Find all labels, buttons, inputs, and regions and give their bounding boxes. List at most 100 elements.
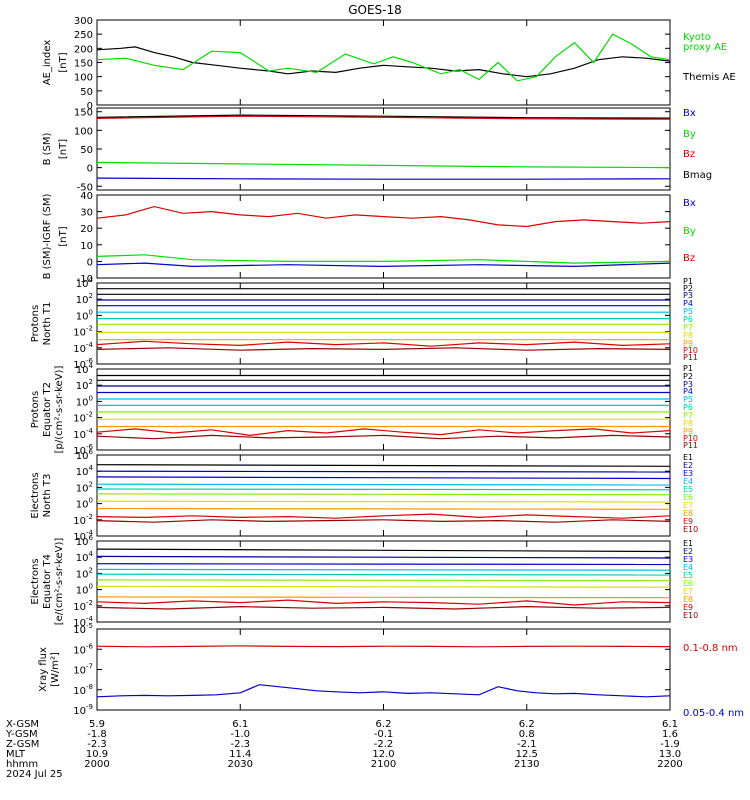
- x-axis-row-label: hhmm: [6, 759, 38, 770]
- series-line-e2: [96, 470, 671, 473]
- x-axis-row-label: Z-GSM: [6, 739, 39, 750]
- x-axis-value: 6.2: [376, 719, 392, 730]
- x-axis-value: 11.4: [229, 749, 251, 760]
- x-axis-value: -2.2: [374, 739, 394, 750]
- y-tick-label: 250: [74, 30, 93, 41]
- x-axis-value: 2000: [84, 759, 109, 770]
- panel-8: 10-5 10-6 10-7 10-8 10-9 Xray flux [W/m²] 0.1-0…: [38, 622, 744, 719]
- series-line-e3: [96, 563, 671, 566]
- series-line-bmag: [96, 114, 671, 119]
- y-tick-label: -10: [77, 274, 93, 285]
- series-line-e10: [96, 605, 671, 610]
- series-line-e5: [96, 573, 671, 576]
- y-tick-label: 102: [76, 292, 93, 306]
- y-axis-label: [e/(cm²-s-sr-keV)]: [54, 538, 65, 626]
- series-line-0-1-0-8-nm: [96, 645, 671, 648]
- series-line-e1: [96, 548, 671, 553]
- x-axis-value: -2.3: [230, 739, 250, 750]
- y-tick-label: 102: [76, 378, 93, 392]
- y-tick-label: 10-6: [73, 357, 93, 371]
- series-line-e7: [96, 585, 671, 588]
- y-tick-label: 106: [76, 534, 94, 548]
- series-line-kyoto-proxy-ae: [96, 33, 671, 82]
- y-tick-label: 200: [74, 44, 93, 55]
- y-tick-label: 30: [80, 208, 93, 219]
- y-tick-label: 100: [76, 394, 93, 408]
- y-tick-label: -50: [77, 182, 93, 193]
- y-tick-label: 102: [76, 566, 93, 580]
- legend-label: P6: [683, 315, 693, 324]
- x-axis-row-label: X-GSM: [6, 719, 39, 730]
- y-tick-label: 104: [76, 362, 94, 376]
- x-axis-value: 6.1: [232, 719, 248, 730]
- x-axis-value: -1.9: [660, 739, 680, 750]
- y-tick-label: 50: [80, 87, 93, 98]
- series-line-p10: [96, 428, 671, 437]
- y-axis-label: North T3: [42, 474, 53, 518]
- legend-label: E1: [683, 453, 693, 462]
- y-axis-label: [W/m²]: [50, 652, 61, 687]
- series-line-by: [96, 161, 671, 169]
- legend-label: E6: [683, 493, 693, 502]
- y-tick-label: 106: [76, 448, 94, 462]
- legend-label: E8: [683, 595, 693, 604]
- series-line-p11: [96, 434, 671, 440]
- legend-label: E4: [683, 563, 693, 572]
- legend-label: E9: [683, 517, 693, 526]
- y-tick-label: 10-2: [73, 325, 93, 339]
- panel-7: 106 104 102 100 10-2 10-4 Electrons Equator T4[…: [30, 534, 698, 629]
- legend-label: P9: [683, 427, 693, 436]
- legend-label: E8: [683, 509, 693, 518]
- x-axis-value: -1.8: [87, 729, 107, 740]
- y-axis-label: [nT]: [58, 139, 69, 159]
- legend-label: E7: [683, 587, 693, 596]
- legend-label: proxy AE: [683, 42, 727, 53]
- x-axis-value: 2130: [514, 759, 539, 770]
- series-line-p10: [96, 340, 671, 347]
- x-axis-value: -0.1: [374, 729, 394, 740]
- x-axis-value: 0.8: [519, 729, 535, 740]
- x-axis-value: -2.3: [87, 739, 107, 750]
- x-axis-row-label: Y-GSM: [5, 729, 38, 740]
- y-tick-label: 100: [76, 308, 93, 322]
- legend-label: P7: [683, 411, 693, 420]
- y-tick-label: 150: [74, 59, 93, 70]
- y-tick-label: 0: [87, 257, 93, 268]
- series-line-bx: [96, 177, 671, 180]
- series-line-e9: [96, 599, 671, 606]
- series-line-e2: [96, 555, 671, 559]
- series-line-e8: [96, 507, 671, 510]
- legend-label: P2: [683, 372, 693, 381]
- legend-label: Bz: [683, 253, 695, 264]
- legend-label: Bz: [683, 149, 695, 160]
- panel-1: 0 50 100 150 200 250 300 AE_index [nT] Kyotoproxy…: [42, 16, 736, 112]
- y-axis-label: [p/(cm²-s-sr-keV)]: [54, 366, 65, 454]
- series-line-bx: [96, 262, 671, 268]
- legend-label: E5: [683, 571, 693, 580]
- legend-label: 0.1-0.8 nm: [683, 643, 738, 654]
- x-axis-value: 2030: [228, 759, 253, 770]
- x-axis-value: 6.2: [519, 719, 535, 730]
- x-axis-row-label: MLT: [6, 749, 26, 760]
- y-tick-label: 10-4: [73, 427, 93, 441]
- legend-label: P3: [683, 380, 693, 389]
- series-line-e7: [96, 500, 671, 503]
- series-line-themis-ae: [96, 46, 671, 78]
- legend-label: P4: [683, 387, 693, 396]
- y-tick-label: 10-5: [73, 622, 93, 636]
- legend-label: Bx: [683, 198, 696, 209]
- x-axis-value: 2100: [371, 759, 396, 770]
- legend-label: P3: [683, 291, 693, 300]
- legend-label: Themis AE: [682, 72, 736, 83]
- legend-label: Bmag: [683, 170, 712, 181]
- y-tick-label: 0: [87, 164, 93, 175]
- y-tick-label: 40: [80, 191, 93, 202]
- y-tick-label: 20: [80, 224, 93, 235]
- y-tick-label: 0: [87, 101, 93, 112]
- x-axis-value: 13.0: [659, 749, 681, 760]
- legend-label: E6: [683, 579, 693, 588]
- y-axis-label: Xray flux: [38, 647, 49, 692]
- y-tick-label: 10-4: [73, 341, 93, 355]
